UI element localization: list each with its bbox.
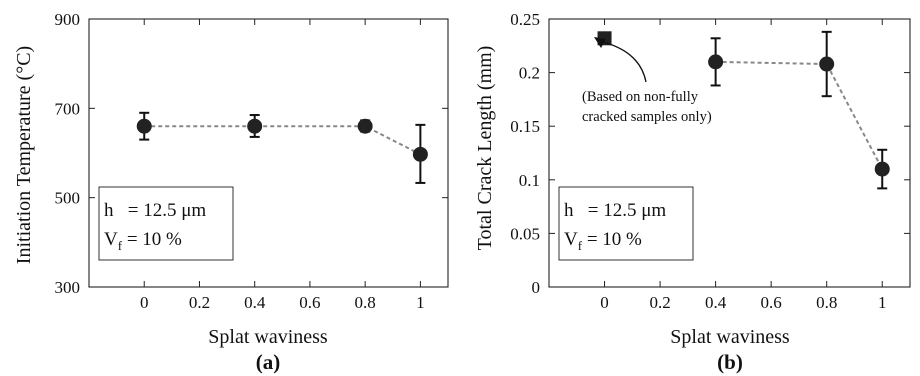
x-tick-label: 0.2 <box>189 293 210 312</box>
y-tick-label: 0 <box>532 278 541 297</box>
legend-b-line2: Vf = 10 % <box>564 229 642 253</box>
annotation-arrow <box>602 41 647 83</box>
legend-b-rest: = 10 % <box>582 229 642 250</box>
legend-a-v: V <box>104 229 118 250</box>
annotation-arrowhead <box>594 37 606 48</box>
x-tick-label: 1 <box>416 293 425 312</box>
x-tick-label: 0.6 <box>299 293 320 312</box>
data-point <box>819 56 835 72</box>
annotation-line2: cracked samples only) <box>582 109 712 125</box>
x-tick-label: 0 <box>140 293 149 312</box>
data-point <box>874 161 890 177</box>
ylabel-b: Total Crack Length (mm) <box>474 46 496 251</box>
y-tick-label: 300 <box>55 278 81 297</box>
chart-panel-b: 0 0.2 0.4 0.6 0.8 1 0 0.05 0.1 0.15 0.2 0.25 Total … <box>474 10 911 374</box>
ylabel-a: Initiation Temperature (°C) <box>13 46 35 264</box>
annotation-b: (Based on non-fully cracked samples only… <box>582 37 712 125</box>
series-line <box>144 125 421 156</box>
x-tick-label: 0.8 <box>816 293 837 312</box>
legend-b-sub: f <box>578 238 583 253</box>
annotation-line1: (Based on non-fully <box>582 89 699 105</box>
data-point <box>136 118 152 134</box>
axes-frame <box>88 18 449 288</box>
legend-a-line2: Vf = 10 % <box>104 229 182 253</box>
y-tick-label: 0.05 <box>510 224 540 243</box>
data-point <box>357 118 373 134</box>
y-tick-label: 700 <box>55 99 81 118</box>
legend-b-v: V <box>564 229 578 250</box>
legend-box-a: h = 12.5 μm Vf = 10 % <box>98 186 234 261</box>
panel-label-b: (b) <box>717 350 743 374</box>
legend-a-sub: f <box>118 238 123 253</box>
data-point <box>247 118 263 134</box>
x-tick-label: 0.8 <box>355 293 376 312</box>
x-tick-label: 0.6 <box>761 293 782 312</box>
data-point <box>412 146 428 162</box>
y-tick-label: 900 <box>55 10 81 29</box>
chart-panel-a: 0 0.2 0.4 0.6 0.8 1 300 500 700 900 Initiation Te… <box>13 10 449 374</box>
plot-area-b: 0 0.2 0.4 0.6 0.8 1 0 0.05 0.1 0.15 0.2 0.25 <box>510 10 911 312</box>
x-tick-label: 0 <box>600 293 609 312</box>
legend-b-line1: h = 12.5 μm <box>564 200 666 221</box>
y-tick-label: 0.1 <box>519 171 540 190</box>
xlabel-b: Splat waviness <box>670 326 790 348</box>
y-tick-label: 500 <box>55 189 81 208</box>
y-tick-label: 0.2 <box>519 64 540 83</box>
y-tick-label: 0.15 <box>510 117 540 136</box>
y-tick-label: 0.25 <box>510 10 540 29</box>
data-point <box>708 54 724 70</box>
x-tick-label: 1 <box>878 293 887 312</box>
legend-box-b: h = 12.5 μm Vf = 10 % <box>558 186 694 261</box>
xlabel-a: Splat waviness <box>208 326 328 348</box>
x-tick-label: 0.2 <box>649 293 670 312</box>
x-tick-label: 0.4 <box>705 293 727 312</box>
series-line <box>715 60 884 170</box>
legend-a-rest: = 10 % <box>122 229 182 250</box>
legend-a-line1: h = 12.5 μm <box>104 200 206 221</box>
axes-frame <box>548 18 911 288</box>
plot-area-a: 0 0.2 0.4 0.6 0.8 1 300 500 700 900 <box>55 10 449 312</box>
x-tick-label: 0.4 <box>244 293 266 312</box>
panel-label-a: (a) <box>256 350 281 374</box>
